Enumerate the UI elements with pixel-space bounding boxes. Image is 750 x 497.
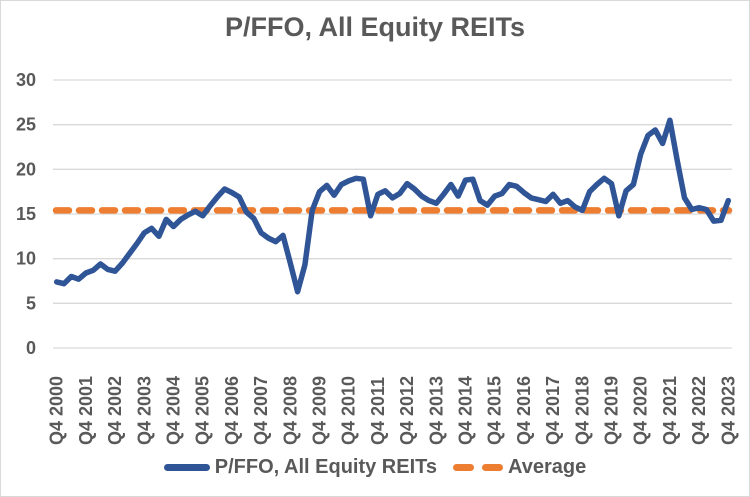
x-axis-tick-label: Q4 2015 — [485, 376, 505, 445]
y-axis-tick-label: 25 — [16, 115, 36, 135]
x-axis-tick-label: Q4 2022 — [689, 376, 709, 445]
average-dash-sample-icon — [453, 464, 504, 471]
legend: P/FFO, All Equity REITs Average — [0, 456, 750, 479]
x-axis-tick-label: Q4 2011 — [368, 377, 388, 445]
legend-series-label: P/FFO, All Equity REITs — [214, 456, 438, 478]
y-axis-tick-label: 5 — [26, 293, 36, 313]
x-axis-tick-label: Q4 2019 — [602, 376, 622, 445]
x-axis-tick-label: Q4 2008 — [280, 376, 300, 445]
x-axis-tick-label: Q4 2004 — [163, 376, 183, 445]
y-axis-tick-label: 10 — [16, 249, 36, 269]
series-line-sample-icon — [163, 464, 210, 471]
x-axis-tick-label: Q4 2020 — [631, 376, 651, 445]
y-axis-tick-label: 15 — [16, 204, 36, 224]
legend-item-average: Average — [453, 456, 586, 479]
dash-icon — [453, 464, 475, 471]
x-axis-tick-label: Q4 2005 — [193, 376, 213, 445]
x-axis-tick-label: Q4 2014 — [456, 376, 476, 445]
x-axis-tick-label: Q4 2013 — [426, 376, 446, 445]
x-axis-tick-label: Q4 2018 — [572, 376, 592, 445]
x-axis-tick-label: Q4 2023 — [718, 376, 738, 445]
x-axis-tick-label: Q4 2001 — [76, 376, 96, 445]
x-axis-tick-label: Q4 2002 — [105, 376, 125, 445]
legend-item-series: P/FFO, All Equity REITs — [163, 456, 438, 479]
x-axis-tick-label: Q4 2017 — [543, 376, 563, 445]
x-axis-tick-label: Q4 2009 — [309, 376, 329, 445]
dash-icon — [482, 464, 504, 471]
y-axis-tick-label: 30 — [16, 70, 36, 90]
y-axis-tick-label: 0 — [26, 338, 36, 358]
x-axis-tick-label: Q4 2007 — [251, 376, 271, 445]
x-axis-tick-label: Q4 2021 — [660, 376, 680, 445]
x-axis-tick-label: Q4 2003 — [134, 376, 154, 445]
x-axis-tick-label: Q4 2006 — [222, 376, 242, 445]
x-axis-tick-label: Q4 2000 — [47, 376, 67, 445]
x-axis-tick-label: Q4 2016 — [514, 376, 534, 445]
series-line — [53, 117, 732, 295]
x-axis-tick-label: Q4 2010 — [339, 376, 359, 445]
chart-title: P/FFO, All Equity REITs — [224, 12, 526, 42]
y-axis-tick-label: 20 — [16, 159, 36, 179]
x-axis-tick-label: Q4 2012 — [397, 376, 417, 445]
legend-average-label: Average — [508, 456, 587, 478]
